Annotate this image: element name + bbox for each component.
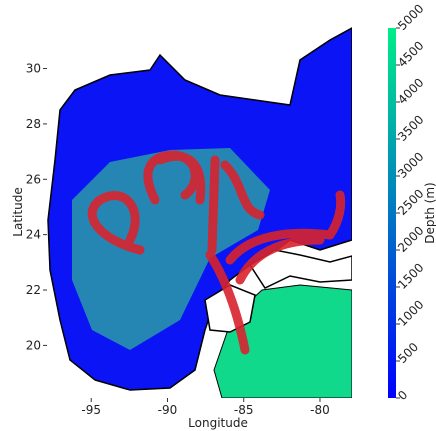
colorbar-tick-label: 4000 — [395, 75, 426, 106]
colorbar-tick-label: 4500 — [395, 38, 426, 69]
y-tick-label: 24 — [26, 228, 41, 242]
colorbar-tick-label: 500 — [395, 340, 421, 366]
arrow — [225, 190, 346, 265]
y-tick-label: 20 — [26, 338, 41, 352]
colorbar — [388, 28, 396, 398]
colorbar-tick-label: 1000 — [395, 297, 426, 328]
y-tick-label: 26 — [26, 172, 41, 186]
x-tick-label: -95 — [81, 403, 101, 417]
colorbar-tick-label: 1500 — [395, 260, 426, 291]
colorbar-tick-label: 5000 — [395, 1, 426, 32]
y-axis-label: Latitude — [11, 187, 25, 236]
arrow — [207, 155, 220, 255]
arrow — [205, 250, 250, 355]
y-tick-label: 30 — [26, 62, 41, 76]
x-tick-label: -90 — [158, 403, 178, 417]
arrow — [87, 191, 145, 255]
arrow — [155, 151, 206, 205]
x-tick-label: -85 — [234, 403, 254, 417]
colorbar-tick-label: 3000 — [395, 149, 426, 180]
y-tick-label: 28 — [26, 117, 41, 131]
colorbar-label: Depth (m) — [423, 182, 436, 243]
colorbar-tick-label: 3500 — [395, 112, 426, 143]
colorbar-tick-label: 2500 — [395, 186, 426, 217]
arrow — [235, 235, 325, 285]
colorbar-tick-label: 2000 — [395, 223, 426, 254]
current-arrows — [87, 150, 346, 355]
x-axis-label: Longitude — [188, 416, 248, 430]
arrow — [220, 160, 265, 220]
x-tick-label: -80 — [310, 403, 330, 417]
y-tick-label: 22 — [26, 283, 41, 297]
map-area — [47, 27, 352, 398]
colorbar-tick-label: 0 — [395, 388, 410, 403]
cuba — [248, 249, 352, 289]
